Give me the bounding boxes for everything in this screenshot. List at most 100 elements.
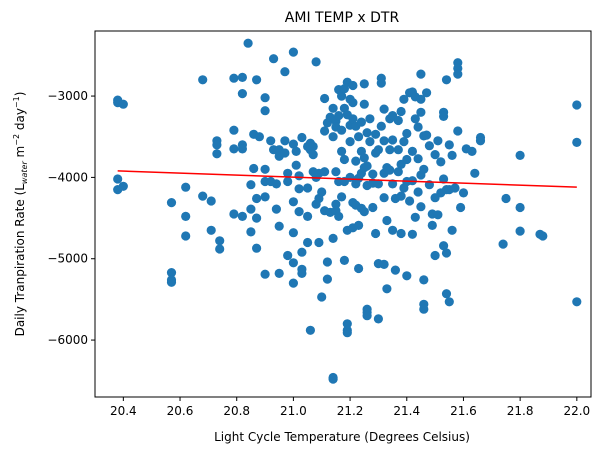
data-point	[291, 160, 301, 170]
data-point	[297, 268, 307, 278]
data-point	[362, 128, 372, 138]
data-point	[237, 211, 247, 221]
data-point	[288, 258, 298, 268]
data-point	[243, 38, 253, 48]
data-point	[444, 140, 454, 150]
data-point	[297, 132, 307, 143]
data-point	[334, 211, 344, 221]
data-point	[337, 192, 347, 202]
data-point	[436, 157, 446, 167]
data-point	[252, 193, 262, 204]
data-point	[388, 135, 398, 145]
data-point	[311, 57, 321, 67]
data-point	[399, 137, 409, 147]
data-point	[274, 221, 284, 231]
x-tick-label: 20.4	[110, 404, 137, 418]
data-point	[382, 284, 392, 294]
data-point	[215, 244, 225, 254]
data-point	[322, 257, 332, 267]
data-point	[407, 229, 417, 239]
data-point	[388, 225, 398, 235]
data-point	[416, 94, 426, 104]
data-point	[166, 268, 177, 278]
data-point	[382, 215, 392, 226]
data-point	[376, 78, 386, 88]
trend-line	[117, 170, 577, 188]
data-point	[368, 169, 378, 179]
x-axis-label: Light Cycle Temperature (Degrees Celsius…	[214, 430, 470, 444]
data-point	[237, 144, 247, 154]
data-point	[515, 150, 525, 160]
data-point	[396, 106, 406, 117]
data-point	[198, 191, 208, 201]
data-point	[249, 163, 259, 174]
data-point	[373, 145, 383, 155]
data-point	[407, 146, 417, 156]
data-point	[348, 114, 358, 124]
data-point	[393, 115, 403, 126]
data-point	[342, 319, 352, 329]
data-point	[237, 72, 247, 82]
x-tick-label: 21.2	[337, 404, 364, 418]
data-point	[475, 136, 486, 146]
data-point	[427, 220, 437, 230]
data-point	[385, 165, 395, 175]
data-point	[354, 263, 364, 274]
data-point	[399, 94, 409, 104]
data-point	[260, 164, 270, 174]
data-point	[246, 180, 256, 190]
data-point	[365, 137, 375, 147]
data-point	[422, 88, 432, 98]
data-point	[419, 275, 429, 285]
plot-frame	[94, 30, 592, 398]
data-point	[181, 211, 191, 221]
data-point	[439, 174, 449, 184]
x-tick-label: 22.0	[563, 404, 590, 418]
y-tick-label: −6000	[47, 333, 88, 347]
data-point	[181, 231, 191, 241]
data-point	[328, 374, 338, 384]
data-point	[229, 125, 239, 135]
data-point	[331, 199, 341, 209]
data-point	[413, 187, 423, 197]
data-point	[229, 73, 239, 83]
data-point	[416, 107, 426, 117]
data-point	[422, 130, 432, 140]
data-point	[433, 136, 443, 146]
data-point	[328, 132, 338, 142]
data-point	[246, 227, 256, 237]
data-point	[331, 167, 341, 177]
data-point	[456, 202, 466, 213]
data-point	[348, 80, 358, 91]
data-point	[181, 182, 191, 192]
data-point	[166, 198, 177, 208]
data-point	[447, 150, 457, 160]
data-point	[379, 259, 389, 269]
data-point	[379, 136, 389, 146]
data-point	[458, 188, 469, 198]
chart-title: AMI TEMP x DTR	[285, 10, 400, 26]
data-point	[356, 117, 366, 127]
x-axis: 20.4 20.6 20.8 21.0 21.2 21.4 21.6 21.8 22.0	[110, 397, 590, 418]
data-point	[280, 136, 290, 146]
data-point	[113, 185, 123, 195]
data-point	[393, 167, 403, 177]
data-point	[402, 154, 412, 165]
data-point	[317, 292, 327, 302]
data-point	[354, 220, 364, 230]
data-point	[359, 207, 369, 217]
data-point	[260, 106, 270, 116]
data-point	[453, 126, 463, 136]
data-point	[206, 196, 216, 206]
data-point	[215, 236, 225, 246]
data-point	[348, 98, 358, 108]
data-point	[328, 233, 338, 243]
data-point	[379, 104, 389, 114]
data-point	[288, 139, 298, 149]
data-point	[470, 168, 480, 178]
y-axis-label: Daily Tranpiration Rate (Lwater m−2 day−…	[12, 92, 29, 337]
data-point	[439, 241, 449, 251]
data-point	[283, 176, 293, 187]
data-point	[354, 132, 364, 142]
y-axis: −6000 −5000 −4000 −3000	[47, 89, 95, 347]
